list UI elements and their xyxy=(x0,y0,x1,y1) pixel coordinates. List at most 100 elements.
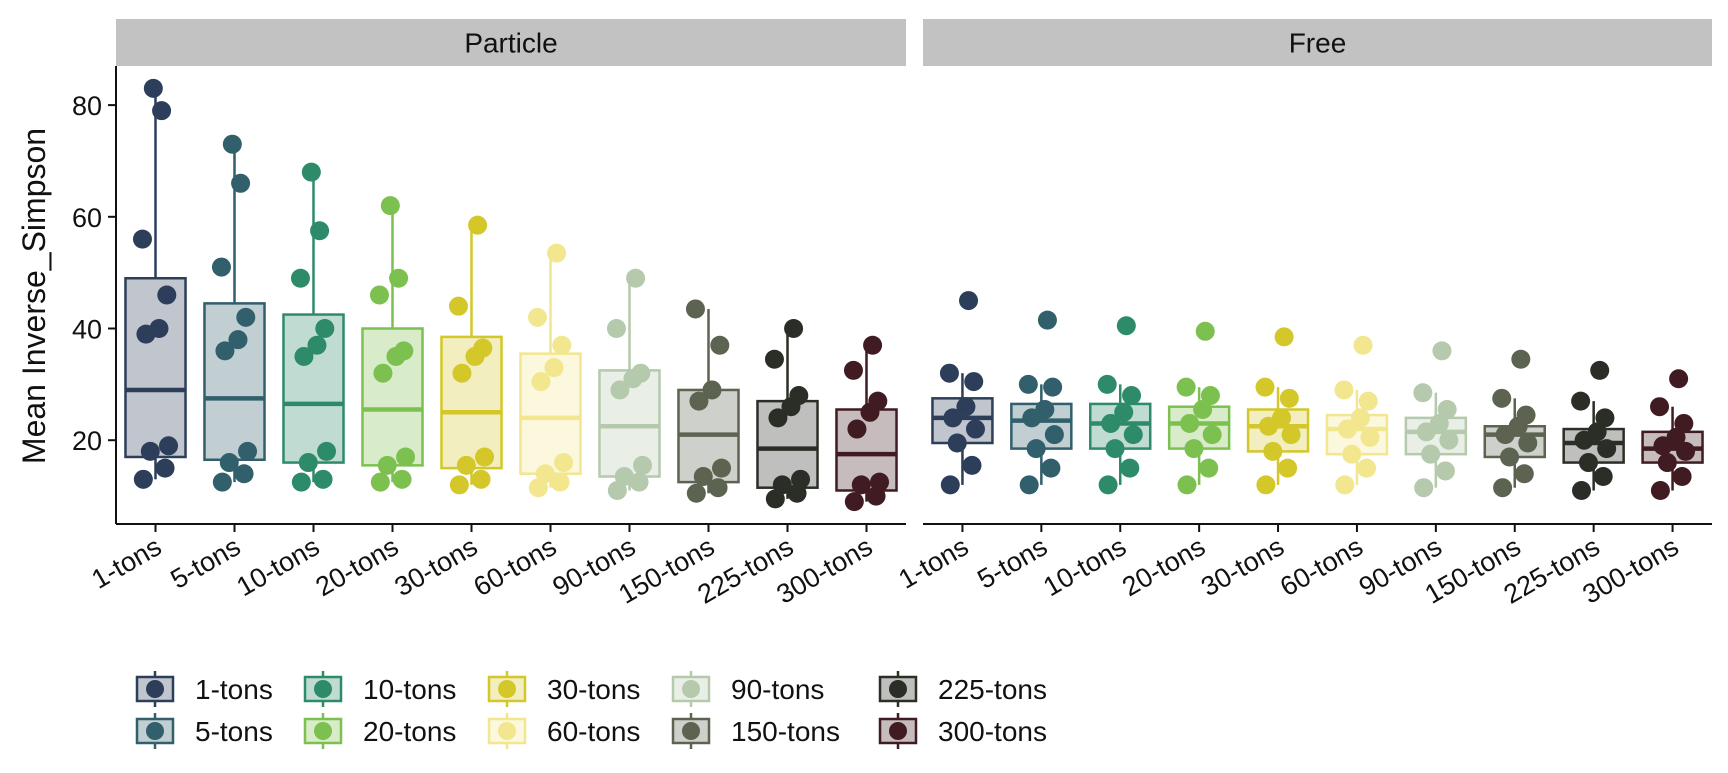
data-point xyxy=(291,472,311,492)
data-point xyxy=(1114,402,1134,422)
box-300-tons xyxy=(1641,369,1704,500)
data-point xyxy=(1593,467,1613,487)
data-point xyxy=(1255,377,1275,397)
legend-key-point xyxy=(314,722,332,740)
data-point xyxy=(550,472,570,492)
data-point xyxy=(468,215,488,235)
data-point xyxy=(1334,380,1354,400)
data-point xyxy=(1413,383,1433,403)
data-point xyxy=(456,455,476,475)
y-tick-label: 20 xyxy=(72,426,102,456)
legend-key-point xyxy=(889,680,907,698)
data-point xyxy=(1597,439,1617,459)
data-point xyxy=(452,363,472,383)
data-point xyxy=(870,472,890,492)
data-point xyxy=(310,221,330,241)
data-point xyxy=(1044,425,1064,445)
data-point xyxy=(531,372,551,392)
data-point xyxy=(964,372,984,392)
legend-label: 10-tons xyxy=(363,674,456,705)
legend-label: 20-tons xyxy=(363,716,456,747)
data-point xyxy=(157,285,177,305)
x-tick-label: 30-tons xyxy=(390,531,483,602)
legend-key-point xyxy=(314,680,332,698)
facet-strip xyxy=(116,19,906,66)
data-point xyxy=(1429,413,1449,433)
data-point xyxy=(764,349,784,369)
data-point xyxy=(1674,413,1694,433)
box-body xyxy=(519,352,582,475)
y-tick-label: 80 xyxy=(72,91,102,121)
y-tick-label: 60 xyxy=(72,203,102,233)
data-point xyxy=(1278,458,1298,478)
data-point xyxy=(768,408,788,428)
data-point xyxy=(1098,475,1118,495)
box-300-tons xyxy=(835,335,898,512)
data-point xyxy=(448,296,468,316)
data-point xyxy=(1421,444,1441,464)
box-225-tons xyxy=(1562,360,1625,500)
legend-item-90-tons: 90-tons xyxy=(671,671,824,707)
facet-strip-label: Particle xyxy=(464,28,557,59)
data-point xyxy=(370,472,390,492)
data-point xyxy=(851,475,871,495)
data-point xyxy=(238,441,258,461)
data-point xyxy=(1041,458,1061,478)
data-point xyxy=(962,455,982,475)
legend-key-point xyxy=(146,680,164,698)
x-tick-label: 5-tons xyxy=(166,531,246,595)
legend-label: 300-tons xyxy=(938,716,1047,747)
data-point xyxy=(606,319,626,339)
legend-label: 60-tons xyxy=(547,716,640,747)
data-point xyxy=(772,475,792,495)
data-point xyxy=(1571,480,1591,500)
data-point xyxy=(710,335,730,355)
data-point xyxy=(132,229,152,249)
data-point xyxy=(527,307,547,327)
data-point xyxy=(1350,408,1370,428)
data-point xyxy=(228,330,248,350)
data-point xyxy=(940,475,960,495)
data-point xyxy=(633,455,653,475)
data-point xyxy=(1516,405,1536,425)
data-point xyxy=(844,492,864,512)
legend-item-20-tons: 20-tons xyxy=(303,713,456,749)
data-point xyxy=(1337,419,1357,439)
data-point xyxy=(231,173,251,193)
data-point xyxy=(544,358,564,378)
data-point xyxy=(1122,386,1142,406)
data-point xyxy=(1511,349,1531,369)
data-point xyxy=(712,458,732,478)
data-point xyxy=(1666,427,1686,447)
data-point xyxy=(863,335,883,355)
data-point xyxy=(1439,430,1459,450)
data-point xyxy=(1274,327,1294,347)
data-point xyxy=(959,291,979,311)
legend-item-60-tons: 60-tons xyxy=(487,713,640,749)
data-point xyxy=(686,483,706,503)
data-point xyxy=(1180,413,1200,433)
legend-label: 5-tons xyxy=(195,716,273,747)
box-body xyxy=(124,276,187,459)
box-20-tons xyxy=(361,196,424,492)
box-60-tons xyxy=(1325,335,1389,495)
x-tick-label: 10-tons xyxy=(1038,531,1131,602)
data-point xyxy=(1518,433,1538,453)
box-225-tons xyxy=(756,319,819,509)
data-point xyxy=(1026,439,1046,459)
data-point xyxy=(212,472,232,492)
box-30-tons xyxy=(440,215,503,495)
data-point xyxy=(1263,441,1283,461)
data-point xyxy=(547,243,567,263)
data-point xyxy=(290,268,310,288)
data-point xyxy=(211,257,231,277)
box-1-tons xyxy=(931,291,994,495)
data-point xyxy=(140,441,160,461)
box-150-tons xyxy=(1483,349,1546,498)
data-point xyxy=(1578,453,1598,473)
data-point xyxy=(1342,444,1362,464)
data-point xyxy=(708,478,728,498)
data-point xyxy=(943,408,963,428)
data-point xyxy=(1437,400,1457,419)
